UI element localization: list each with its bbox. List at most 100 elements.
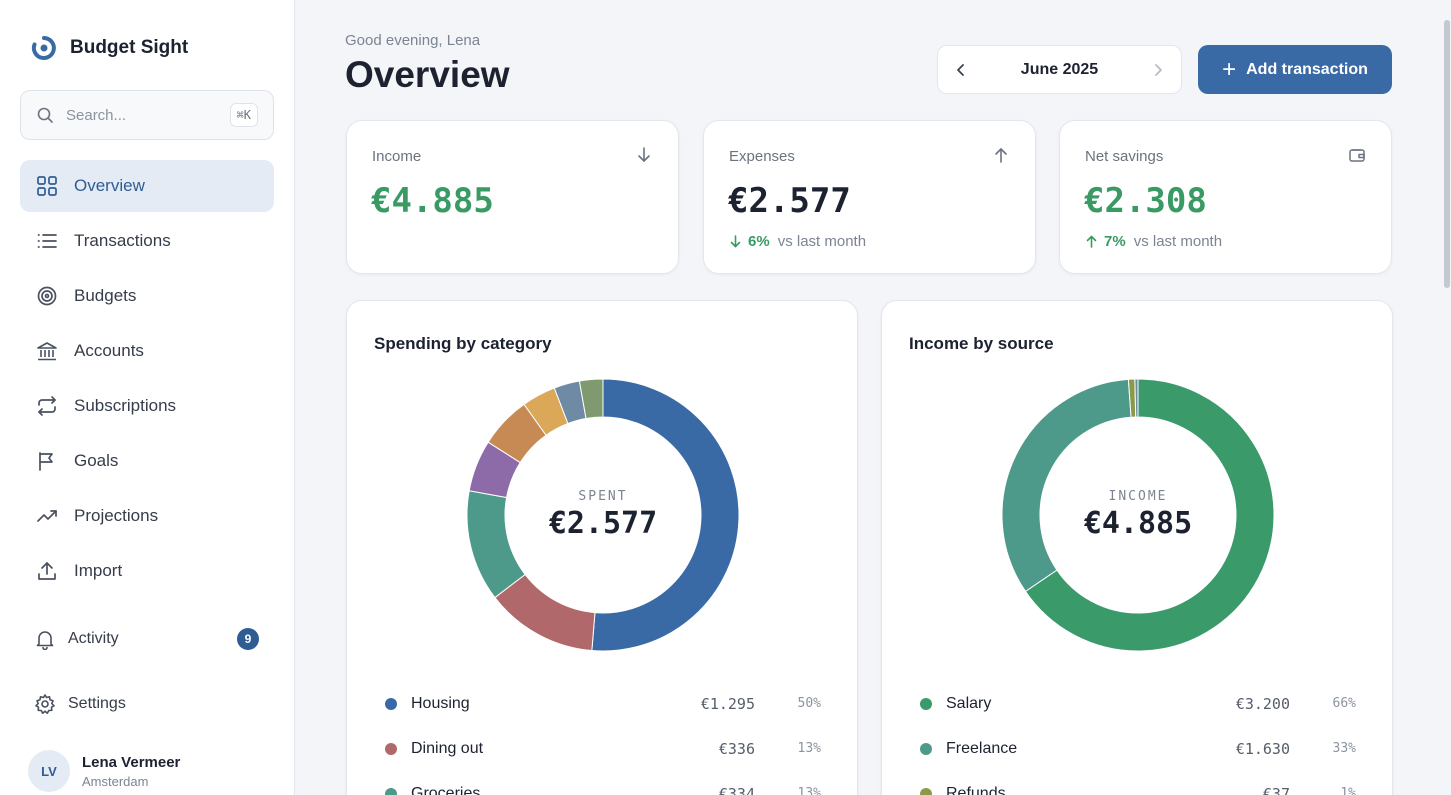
legend-dot bbox=[920, 742, 932, 755]
scrollbar-thumb[interactable] bbox=[1444, 20, 1450, 288]
sidebar-item-label: Settings bbox=[68, 695, 126, 712]
legend-dot bbox=[385, 787, 397, 795]
legend-amount: €336 bbox=[718, 739, 755, 758]
legend-name: Groceries bbox=[411, 784, 481, 795]
search-input[interactable]: Search... ⌘K bbox=[20, 90, 274, 140]
sidebar: Budget Sight Search... ⌘K Overview Trans… bbox=[0, 0, 295, 795]
chart-title: Spending by category bbox=[374, 334, 552, 353]
scrollbar[interactable] bbox=[1442, 0, 1451, 795]
logo-icon bbox=[31, 36, 56, 60]
flag-icon bbox=[39, 452, 53, 471]
target-icon bbox=[37, 286, 57, 306]
sidebar-item-label: Activity bbox=[68, 630, 119, 647]
avatar: LV bbox=[28, 750, 70, 792]
add-transaction-button[interactable]: + Add transaction bbox=[1198, 45, 1392, 94]
donut-slice[interactable] bbox=[578, 379, 604, 420]
arrow-down-icon bbox=[730, 235, 741, 248]
sidebar-item-label: Goals bbox=[74, 451, 119, 470]
legend-amount: €1.295 bbox=[700, 694, 755, 713]
spending-chart-card: Spending by category SPENT €2.577 Housin… bbox=[346, 300, 858, 795]
sidebar-item-label: Accounts bbox=[74, 341, 144, 360]
legend-dot bbox=[920, 787, 932, 795]
legend-percent: 1% bbox=[1340, 786, 1356, 795]
donut-slice[interactable] bbox=[591, 379, 739, 651]
kpi-label: Net savings bbox=[1085, 148, 1164, 165]
sidebar-item-transactions[interactable]: Transactions bbox=[20, 215, 274, 267]
donut-slice[interactable] bbox=[1002, 379, 1132, 593]
chevron-right-icon[interactable] bbox=[1149, 61, 1167, 79]
donut-slice[interactable] bbox=[467, 490, 526, 599]
sidebar-item-label: Overview bbox=[74, 176, 145, 195]
sidebar-item-label: Projections bbox=[74, 506, 159, 525]
user-city: Amsterdam bbox=[82, 773, 149, 789]
delta-percent: 7% bbox=[1104, 233, 1126, 250]
sidebar-item-accounts[interactable]: Accounts bbox=[20, 325, 274, 377]
legend-dot bbox=[385, 742, 397, 755]
legend-name: Housing bbox=[411, 694, 470, 712]
legend-name: Dining out bbox=[411, 739, 484, 757]
arrow-up-icon bbox=[1086, 235, 1097, 248]
income-card: Income €4.885 bbox=[346, 120, 679, 274]
sidebar-item-overview[interactable]: Overview bbox=[20, 160, 274, 212]
sidebar-item-goals[interactable]: Goals bbox=[20, 435, 274, 487]
donut-slice[interactable] bbox=[1134, 379, 1139, 418]
kpi-delta: 6% vs last month bbox=[729, 233, 866, 250]
repeat-icon bbox=[38, 396, 56, 416]
greeting: Good evening, Lena bbox=[345, 32, 481, 49]
legend-item[interactable]: Refunds €37 1% bbox=[920, 771, 1356, 795]
kpi-value: €2.308 bbox=[1084, 181, 1207, 221]
arrow-down-icon bbox=[638, 147, 650, 162]
trend-up-icon bbox=[37, 510, 57, 522]
sidebar-nav: Overview Transactions Budgets Accounts S… bbox=[20, 160, 274, 600]
chart-legend: Housing €1.295 50% Dining out €336 13% G… bbox=[385, 681, 821, 795]
legend-dot bbox=[920, 697, 932, 710]
delta-percent: 6% bbox=[748, 233, 770, 250]
legend-percent: 33% bbox=[1332, 741, 1356, 756]
wallet-icon bbox=[1349, 149, 1365, 162]
kpi-value: €2.577 bbox=[728, 181, 851, 221]
month-picker: June 2025 bbox=[937, 45, 1182, 94]
legend-amount: €3.200 bbox=[1235, 694, 1290, 713]
legend-percent: 50% bbox=[797, 696, 821, 711]
legend-percent: 66% bbox=[1332, 696, 1356, 711]
legend-amount: €1.630 bbox=[1235, 739, 1290, 758]
chevron-left-icon[interactable] bbox=[952, 61, 970, 79]
sidebar-item-settings[interactable]: Settings bbox=[20, 693, 274, 715]
legend-item[interactable]: Dining out €336 13% bbox=[385, 726, 821, 771]
kpi-delta: 7% vs last month bbox=[1085, 233, 1222, 250]
delta-text: vs last month bbox=[777, 233, 867, 250]
sidebar-item-budgets[interactable]: Budgets bbox=[20, 270, 274, 322]
grid-icon bbox=[37, 176, 57, 196]
bell-icon bbox=[36, 631, 54, 650]
current-month: June 2025 bbox=[1020, 60, 1099, 78]
user-profile[interactable]: LV Lena Vermeer Amsterdam bbox=[28, 750, 180, 792]
legend-item[interactable]: Housing €1.295 50% bbox=[385, 681, 821, 726]
bank-icon bbox=[37, 342, 57, 361]
spending-donut-chart bbox=[467, 379, 739, 651]
search-placeholder: Search... bbox=[66, 106, 127, 124]
chart-title: Income by source bbox=[909, 334, 1054, 353]
legend-item[interactable]: Salary €3.200 66% bbox=[920, 681, 1356, 726]
sidebar-item-label: Subscriptions bbox=[74, 396, 177, 415]
list-icon bbox=[37, 234, 57, 248]
income-donut-chart bbox=[1002, 379, 1274, 651]
legend-name: Salary bbox=[946, 694, 992, 712]
legend-item[interactable]: Groceries €334 13% bbox=[385, 771, 821, 795]
gear-icon bbox=[35, 694, 55, 714]
kpi-label: Expenses bbox=[729, 148, 795, 165]
kpi-value: €4.885 bbox=[371, 181, 494, 221]
sidebar-item-import[interactable]: Import bbox=[20, 545, 274, 597]
brand[interactable]: Budget Sight bbox=[30, 34, 188, 62]
upload-icon bbox=[38, 562, 56, 580]
legend-item[interactable]: Freelance €1.630 33% bbox=[920, 726, 1356, 771]
sidebar-item-activity[interactable]: Activity 9 bbox=[20, 628, 274, 650]
sidebar-item-subscriptions[interactable]: Subscriptions bbox=[20, 380, 274, 432]
legend-percent: 13% bbox=[797, 741, 821, 756]
donut-slice[interactable] bbox=[1024, 379, 1274, 651]
legend-name: Refunds bbox=[946, 784, 1006, 795]
legend-dot bbox=[385, 697, 397, 710]
add-transaction-label: Add transaction bbox=[1246, 60, 1368, 78]
legend-amount: €37 bbox=[1262, 784, 1290, 795]
sidebar-item-projections[interactable]: Projections bbox=[20, 490, 274, 542]
delta-text: vs last month bbox=[1133, 233, 1223, 250]
